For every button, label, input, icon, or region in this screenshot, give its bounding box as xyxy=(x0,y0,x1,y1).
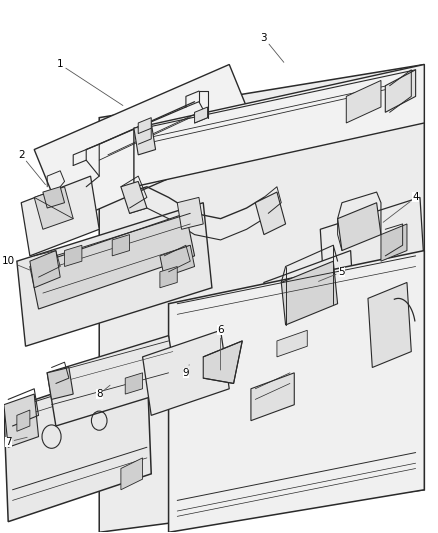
Polygon shape xyxy=(160,266,177,288)
Polygon shape xyxy=(251,373,294,421)
Polygon shape xyxy=(346,80,381,123)
Text: 8: 8 xyxy=(96,385,110,399)
Polygon shape xyxy=(4,394,39,447)
Polygon shape xyxy=(177,197,203,229)
Polygon shape xyxy=(142,330,229,415)
Text: 2: 2 xyxy=(18,150,46,184)
Polygon shape xyxy=(138,118,151,134)
Polygon shape xyxy=(134,64,424,187)
Polygon shape xyxy=(277,330,307,357)
Text: 7: 7 xyxy=(5,437,27,447)
Text: 9: 9 xyxy=(183,365,189,378)
Polygon shape xyxy=(112,235,130,256)
Polygon shape xyxy=(264,251,355,357)
Polygon shape xyxy=(134,123,155,155)
Polygon shape xyxy=(338,203,381,251)
Text: 3: 3 xyxy=(261,33,284,62)
Polygon shape xyxy=(381,224,407,261)
Polygon shape xyxy=(47,336,177,426)
Polygon shape xyxy=(320,197,424,298)
Polygon shape xyxy=(4,362,151,522)
Text: 10: 10 xyxy=(2,256,32,271)
Polygon shape xyxy=(281,261,338,325)
Text: 4: 4 xyxy=(383,192,419,222)
Polygon shape xyxy=(64,245,82,266)
Polygon shape xyxy=(160,245,194,277)
Polygon shape xyxy=(21,176,99,256)
Polygon shape xyxy=(47,368,73,399)
Polygon shape xyxy=(43,187,64,208)
Polygon shape xyxy=(121,181,147,213)
Polygon shape xyxy=(34,64,260,224)
Polygon shape xyxy=(169,251,424,532)
Text: 6: 6 xyxy=(217,325,224,370)
Polygon shape xyxy=(203,341,242,383)
Polygon shape xyxy=(121,458,142,490)
Polygon shape xyxy=(194,107,208,123)
Polygon shape xyxy=(30,251,60,288)
Text: 5: 5 xyxy=(318,267,345,281)
Polygon shape xyxy=(255,192,286,235)
Polygon shape xyxy=(368,282,411,368)
Polygon shape xyxy=(34,187,73,229)
Polygon shape xyxy=(30,213,194,309)
Polygon shape xyxy=(99,64,424,532)
Polygon shape xyxy=(125,373,142,394)
Text: 1: 1 xyxy=(57,60,123,106)
Polygon shape xyxy=(17,203,212,346)
Polygon shape xyxy=(385,70,416,112)
Polygon shape xyxy=(17,410,30,431)
